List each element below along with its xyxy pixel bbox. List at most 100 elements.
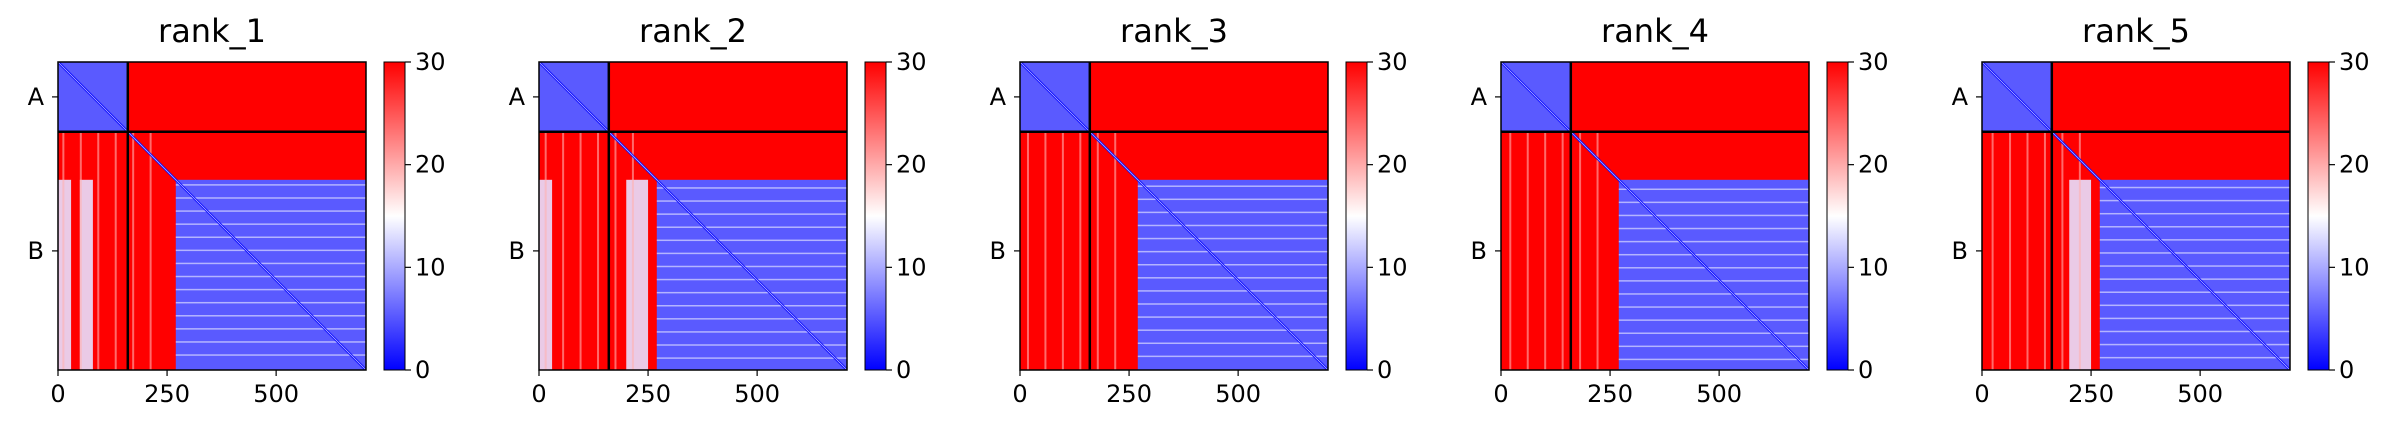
row-stripe — [1618, 345, 1809, 348]
col-stripe — [1544, 131, 1547, 370]
row-stripe — [656, 344, 847, 346]
axes-frame — [1981, 61, 2291, 371]
colorbar-tick-label: 0 — [1858, 356, 1873, 384]
colorbar — [864, 61, 887, 371]
row-stripe — [1137, 250, 1328, 253]
row-stripe — [175, 262, 366, 265]
col-stripe — [562, 131, 565, 370]
y-tick-label: A — [509, 83, 526, 111]
y-tick-label: B — [28, 237, 44, 265]
x-tick-label: 500 — [734, 380, 780, 408]
x-tick-label: 500 — [1696, 380, 1742, 408]
row-stripe — [656, 318, 847, 320]
row-stripe — [1618, 358, 1809, 361]
row-stripe — [656, 252, 847, 255]
colorbar-tick-label: 10 — [1858, 253, 1889, 281]
col-stripe — [1026, 131, 1029, 370]
row-stripe — [1137, 211, 1328, 214]
row-stripe — [1618, 188, 1809, 191]
axes-frame — [538, 61, 848, 371]
colorbar-tick-label: 30 — [415, 48, 446, 76]
row-stripe — [1137, 290, 1328, 292]
x-tick-label: 250 — [1106, 380, 1152, 408]
row-stripe — [656, 291, 847, 294]
colorbar-tick-label: 0 — [2339, 356, 2354, 384]
heatmap-image — [1020, 62, 1328, 370]
y-tick-label: A — [28, 83, 45, 111]
colorbar-tick-label: 20 — [1377, 151, 1408, 179]
x-tick-label: 250 — [144, 380, 190, 408]
x-tick-label: 500 — [2177, 380, 2223, 408]
panel-title: rank_1 — [158, 12, 266, 50]
row-stripe — [175, 197, 366, 199]
row-stripe — [2099, 199, 2290, 202]
row-stripe — [1618, 280, 1809, 282]
row-stripe — [175, 328, 366, 330]
axes-frame — [1019, 61, 1329, 371]
x-tick-label: 0 — [1012, 380, 1027, 408]
col-stripe — [114, 131, 117, 370]
row-stripe — [656, 200, 847, 202]
row-stripe — [1137, 342, 1328, 345]
axes-frame — [1500, 61, 1810, 371]
row-stripe — [2099, 212, 2290, 215]
row-stripe — [656, 304, 847, 307]
y-tick-label: A — [1471, 83, 1488, 111]
row-stripe — [175, 301, 366, 304]
col-stripe — [614, 131, 617, 370]
row-stripe — [656, 278, 847, 281]
row-stripe — [656, 187, 847, 189]
heatmap-image — [539, 62, 847, 370]
x-tick-label: 250 — [2068, 380, 2114, 408]
colorbar-tick-label: 10 — [415, 253, 446, 281]
heatmap-image — [1982, 62, 2290, 370]
col-stripe — [2061, 131, 2064, 370]
colorbar-tick-label: 20 — [896, 151, 927, 179]
row-stripe — [175, 184, 366, 186]
panel-4: rank_4 0 250 500 A B 0 10 20 30 — [1443, 0, 1923, 438]
y-tick-label: A — [990, 83, 1007, 111]
row-stripe — [656, 213, 847, 215]
low-error-block — [58, 179, 72, 370]
heatmap-image — [1501, 62, 1809, 370]
x-tick-label: 250 — [1587, 380, 1633, 408]
row-stripe — [2099, 226, 2290, 228]
row-stripe — [2099, 239, 2290, 241]
colorbar — [1826, 61, 1849, 371]
y-tick-label: B — [1952, 237, 1968, 265]
heatmap-image — [58, 62, 366, 370]
row-stripe — [1618, 240, 1809, 243]
row-stripe — [1137, 355, 1328, 358]
row-stripe — [2099, 330, 2290, 333]
y-tick-label: B — [509, 237, 525, 265]
colorbar-tick-label: 30 — [896, 48, 927, 76]
row-stripe — [1618, 214, 1809, 217]
colorbar — [383, 61, 406, 371]
y-tick-label: B — [1471, 237, 1487, 265]
col-stripe — [1596, 131, 1599, 370]
panel-title: rank_2 — [639, 12, 747, 50]
pae-heatmap: rank_3 0 250 500 A B 0 10 20 30 — [990, 12, 1408, 408]
col-stripe — [1509, 131, 1512, 370]
row-stripe — [2099, 252, 2290, 254]
row-stripe — [2099, 343, 2290, 346]
row-stripe — [2099, 265, 2290, 267]
col-stripe — [1561, 131, 1564, 370]
row-stripe — [1618, 319, 1809, 321]
x-tick-label: 500 — [1215, 380, 1261, 408]
row-stripe — [1137, 329, 1328, 331]
row-stripe — [2099, 291, 2290, 293]
axes-frame — [57, 61, 367, 371]
colorbar-tick-label: 10 — [2339, 253, 2370, 281]
row-stripe — [1137, 185, 1328, 187]
panel-title: rank_3 — [1120, 12, 1228, 50]
colorbar-tick-label: 30 — [1377, 48, 1408, 76]
row-stripe — [1137, 237, 1328, 240]
col-stripe — [2026, 131, 2029, 370]
col-stripe — [579, 131, 582, 370]
row-stripe — [175, 341, 366, 343]
x-tick-label: 0 — [50, 380, 65, 408]
panel-3: rank_3 0 250 500 A B 0 10 20 30 — [962, 0, 1442, 438]
colorbar-tick-label: 20 — [2339, 151, 2370, 179]
